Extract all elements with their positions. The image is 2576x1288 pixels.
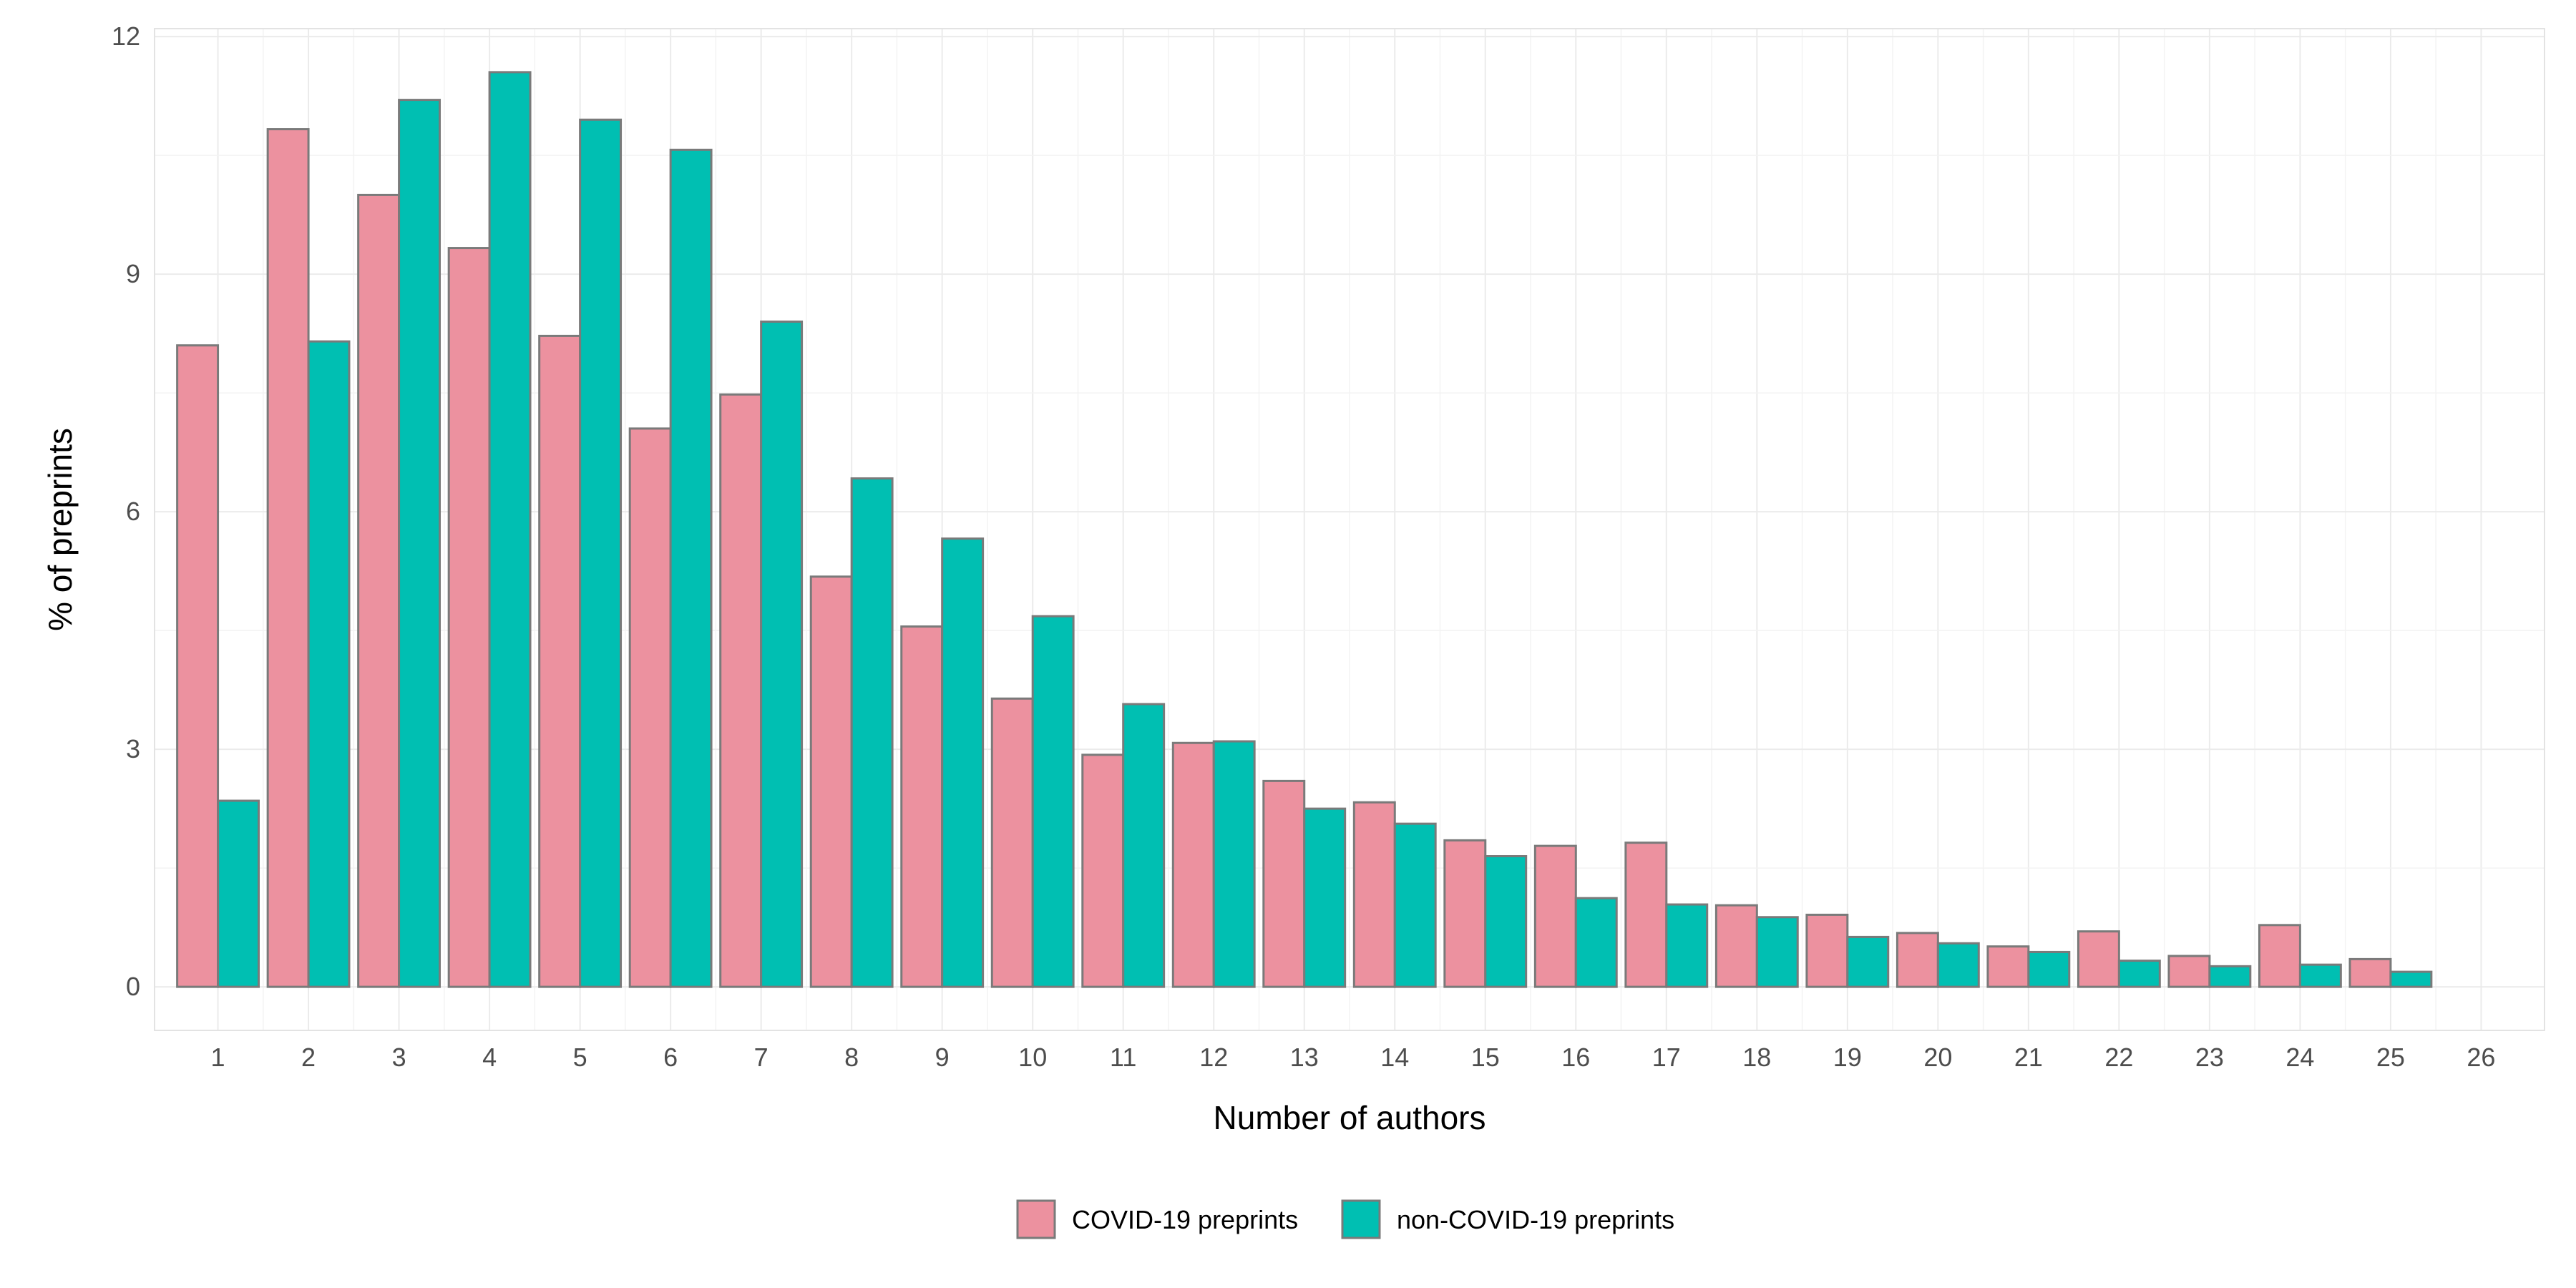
- bar-covid-20: [1896, 932, 1939, 988]
- bar-covid-21: [1986, 945, 2030, 988]
- y-axis-title: % of preprints: [42, 428, 79, 631]
- x-tick-label: 24: [2285, 1043, 2314, 1072]
- x-tick-label: 5: [573, 1043, 587, 1072]
- bar-covid-17: [1624, 841, 1668, 988]
- y-tick-label: 6: [126, 497, 140, 526]
- x-tick-label: 6: [663, 1043, 678, 1072]
- bar-non-covid-3: [398, 99, 441, 988]
- x-tick-label: 25: [2376, 1043, 2405, 1072]
- bar-covid-6: [628, 427, 672, 988]
- bar-covid-2: [266, 128, 310, 988]
- bar-covid-9: [900, 625, 944, 988]
- bar-non-covid-12: [1212, 740, 1256, 988]
- y-tick-label: 12: [112, 21, 140, 51]
- bar-covid-22: [2077, 930, 2120, 988]
- legend: COVID-19 preprints non-COVID-19 preprints: [1016, 1199, 1674, 1239]
- bar-non-covid-14: [1393, 822, 1437, 988]
- bar-non-covid-7: [760, 320, 804, 988]
- x-tick-label: 17: [1652, 1043, 1681, 1072]
- bar-covid-23: [2167, 955, 2211, 988]
- x-tick-label: 10: [1018, 1043, 1047, 1072]
- bars: [176, 71, 2433, 988]
- bar-non-covid-11: [1122, 703, 1166, 988]
- bar-non-covid-25: [2389, 970, 2433, 988]
- x-tick-label: 2: [301, 1043, 316, 1072]
- bar-covid-8: [809, 575, 853, 988]
- x-tick-label: 7: [754, 1043, 769, 1072]
- bar-non-covid-17: [1665, 903, 1709, 988]
- bar-non-covid-2: [307, 340, 351, 988]
- bar-non-covid-19: [1846, 935, 1890, 988]
- bar-covid-12: [1171, 741, 1215, 988]
- bar-covid-7: [719, 393, 763, 988]
- bar-covid-5: [538, 334, 582, 988]
- plot-panel-border: [154, 28, 2545, 1031]
- bar-covid-11: [1081, 753, 1125, 988]
- x-tick-label: 20: [1923, 1043, 1952, 1072]
- bar-non-covid-21: [2027, 950, 2071, 988]
- bar-non-covid-16: [1574, 897, 1618, 988]
- bar-covid-13: [1262, 779, 1306, 988]
- y-tick-label: 9: [126, 259, 140, 288]
- x-tick-label: 14: [1380, 1043, 1409, 1072]
- x-tick-label: 1: [211, 1043, 225, 1072]
- y-tick-label: 3: [126, 734, 140, 763]
- bar-non-covid-18: [1755, 916, 1799, 988]
- bar-non-covid-20: [1936, 942, 1980, 988]
- x-tick-label: 3: [392, 1043, 406, 1072]
- bar-covid-15: [1443, 839, 1487, 988]
- bar-covid-4: [447, 247, 491, 988]
- legend-label-covid: COVID-19 preprints: [1072, 1205, 1298, 1234]
- x-tick-label: 19: [1833, 1043, 1862, 1072]
- x-axis-ticks: 1 2 3 4 5 6 7 8 9 10 11 12 13 14 15 16 17 18 19 20 21 22 23 24 2…: [211, 1043, 2496, 1072]
- x-tick-label: 18: [1742, 1043, 1771, 1072]
- bar-non-covid-9: [941, 537, 985, 988]
- bar-covid-19: [1805, 913, 1849, 988]
- bar-non-covid-4: [488, 71, 532, 988]
- bar-non-covid-23: [2208, 965, 2252, 988]
- bar-covid-3: [357, 193, 401, 988]
- legend-label-non-covid: non-COVID-19 preprints: [1397, 1205, 1674, 1234]
- x-tick-label: 26: [2467, 1043, 2495, 1072]
- bar-covid-14: [1352, 801, 1396, 988]
- bar-non-covid-10: [1031, 615, 1075, 988]
- x-tick-label: 12: [1199, 1043, 1228, 1072]
- x-tick-label: 9: [935, 1043, 950, 1072]
- bar-covid-25: [2348, 957, 2392, 988]
- bar-covid-10: [990, 697, 1034, 988]
- bar-non-covid-22: [2117, 960, 2161, 988]
- bar-non-covid-1: [217, 799, 260, 988]
- bar-non-covid-5: [579, 118, 623, 988]
- bar-non-covid-8: [850, 477, 894, 988]
- bar-non-covid-6: [669, 148, 713, 988]
- y-tick-label: 0: [126, 972, 140, 1001]
- bar-covid-18: [1714, 904, 1758, 988]
- x-tick-label: 11: [1110, 1043, 1136, 1072]
- x-axis-title: Number of authors: [1214, 1099, 1486, 1136]
- x-tick-label: 15: [1471, 1043, 1500, 1072]
- x-tick-label: 13: [1290, 1043, 1319, 1072]
- bar-non-covid-24: [2298, 963, 2342, 988]
- legend-swatch-non-covid: [1341, 1199, 1381, 1239]
- y-axis-ticks: 0 3 6 9 12: [112, 21, 140, 1001]
- legend-swatch-covid: [1016, 1199, 1056, 1239]
- bar-non-covid-15: [1484, 855, 1528, 988]
- bar-covid-24: [2258, 924, 2301, 988]
- x-tick-label: 23: [2195, 1043, 2224, 1072]
- bar-covid-1: [176, 344, 220, 988]
- x-tick-label: 8: [844, 1043, 859, 1072]
- bar-non-covid-13: [1303, 807, 1347, 988]
- x-tick-label: 21: [2014, 1043, 2043, 1072]
- x-tick-label: 4: [482, 1043, 497, 1072]
- bar-covid-16: [1533, 844, 1577, 988]
- x-tick-label: 16: [1561, 1043, 1590, 1072]
- x-tick-label: 22: [2104, 1043, 2133, 1072]
